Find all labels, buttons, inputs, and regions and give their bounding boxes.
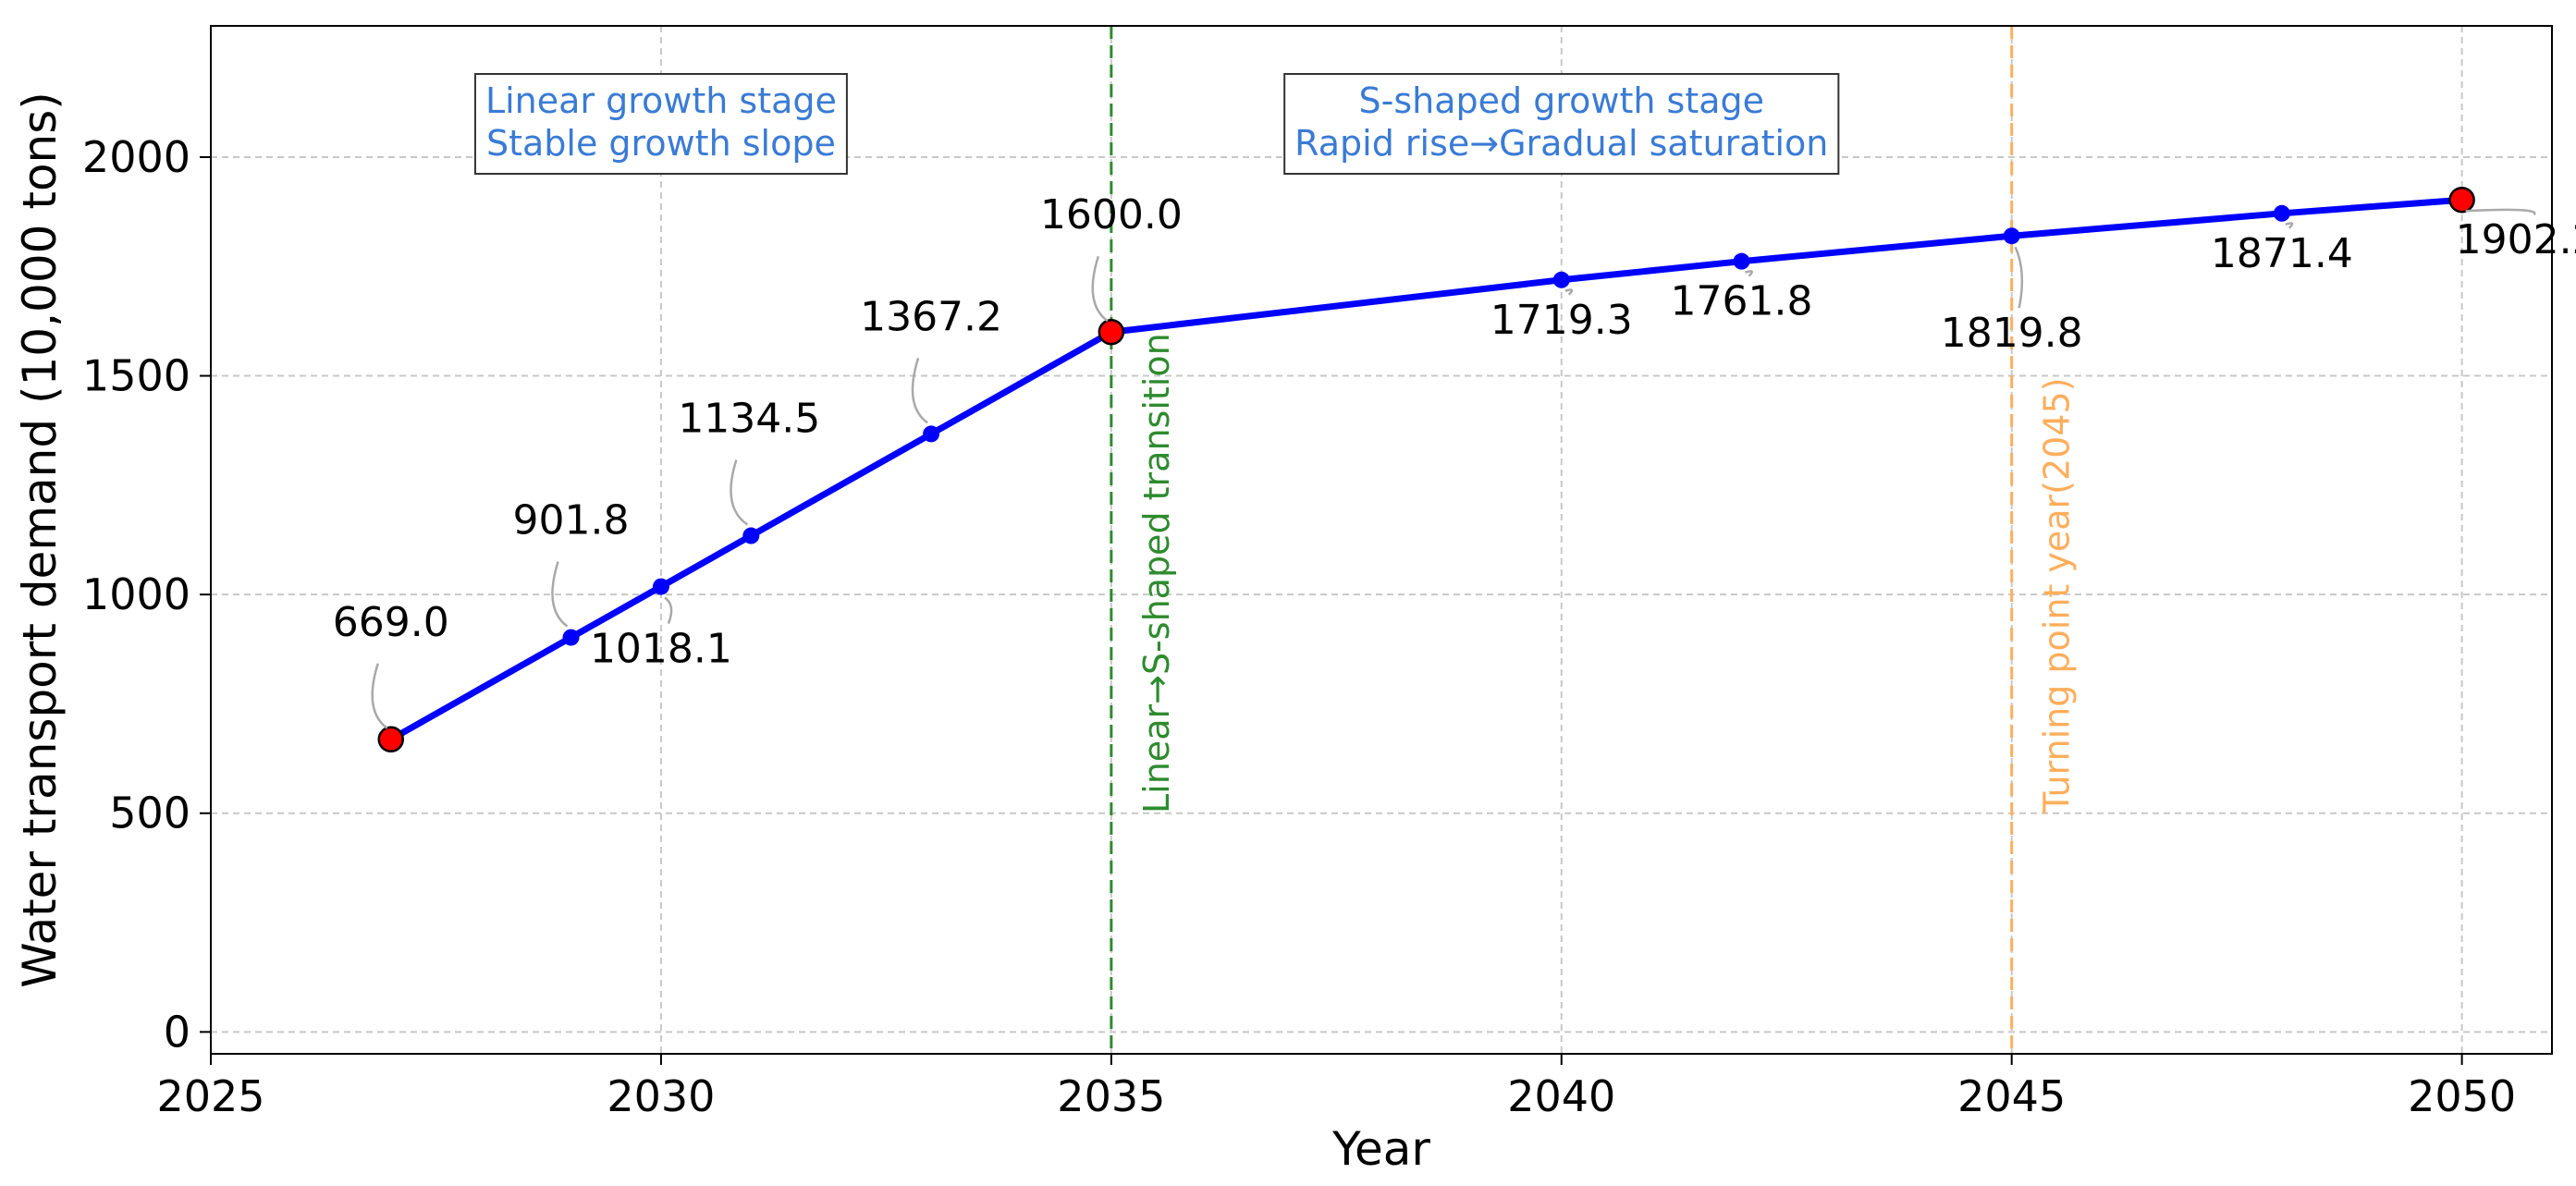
annotation-text: Linear growth stage (485, 80, 837, 121)
plot-frame (210, 25, 2553, 1055)
data-point (2003, 227, 2020, 245)
y-tick-label: 500 (109, 789, 190, 838)
data-point (742, 527, 760, 544)
data-label: 1761.8 (1671, 278, 1813, 325)
annotation-text: S-shaped growth stage (1359, 80, 1764, 121)
annotation-frame (473, 73, 848, 175)
x-axis-label: Year (1331, 1122, 1430, 1176)
y-axis-label: Water transport demand (10,000 tons) (13, 92, 67, 988)
data-label: 1719.3 (1490, 297, 1633, 344)
data-point (562, 629, 580, 646)
data-point (2273, 204, 2290, 222)
data-label: 1600.0 (1040, 191, 1183, 238)
annotation-text: Stable growth slope (486, 123, 836, 164)
highlight-point (377, 726, 405, 753)
data-label: 1018.1 (590, 626, 732, 673)
annotation-frame (1283, 73, 1840, 175)
data-label: 669.0 (333, 599, 449, 646)
data-series (377, 186, 2475, 753)
x-tick-label: 2040 (1507, 1071, 1615, 1121)
y-tick-label: 1500 (82, 351, 190, 401)
data-point (1552, 271, 1570, 288)
label-arrow (1091, 255, 1109, 323)
y-tick-label: 2000 (82, 132, 190, 182)
y-tick-label: 1000 (82, 569, 190, 619)
highlight-point (1098, 318, 1125, 346)
data-label: 1367.2 (860, 293, 1002, 340)
annotation-text: Rapid rise→Gradual saturation (1294, 123, 1828, 164)
data-label: 1134.5 (678, 396, 820, 443)
y-tick-label: 0 (164, 1007, 190, 1057)
label-arrow (911, 358, 928, 424)
data-label: 901.8 (513, 497, 630, 544)
label-arrow (1745, 270, 1753, 277)
data-labels: 669.0 901.8 1018.1 1134.5 1367.2 1600.0 1719.3… (333, 191, 2576, 729)
y-axis-ticks: 0 500 1000 1500 2000 (82, 132, 211, 1057)
x-tick-label: 2045 (1957, 1071, 2066, 1121)
vertical-line-label: Turning point year(2045) (2037, 377, 2078, 814)
x-tick-label: 2035 (1057, 1071, 1165, 1121)
highlight-point (2448, 186, 2475, 214)
data-point (652, 578, 669, 595)
label-arrow (664, 596, 673, 625)
label-arrow (730, 459, 749, 526)
label-arrow (2285, 222, 2294, 229)
vertical-line-label: Linear→S-shaped transition (1136, 333, 1177, 813)
data-label: 1819.8 (1941, 310, 2083, 357)
label-arrow (1564, 288, 1574, 296)
x-tick-label: 2030 (607, 1071, 715, 1121)
data-point (1733, 252, 1750, 270)
label-arrow (2014, 246, 2024, 309)
x-axis-ticks: 2025 2030 2035 2040 2045 2050 (156, 1054, 2516, 1121)
x-tick-label: 2050 (2408, 1071, 2516, 1121)
vertical-reference-lines: Linear→S-shaped transition Turning point … (1110, 26, 2078, 1054)
data-label: 1902.2 (2456, 216, 2576, 263)
x-tick-label: 2025 (156, 1071, 264, 1121)
label-arrow (551, 561, 569, 628)
label-arrow (371, 663, 388, 729)
data-point (923, 425, 940, 443)
label-arrow (2465, 208, 2536, 216)
data-label: 1871.4 (2211, 230, 2353, 277)
